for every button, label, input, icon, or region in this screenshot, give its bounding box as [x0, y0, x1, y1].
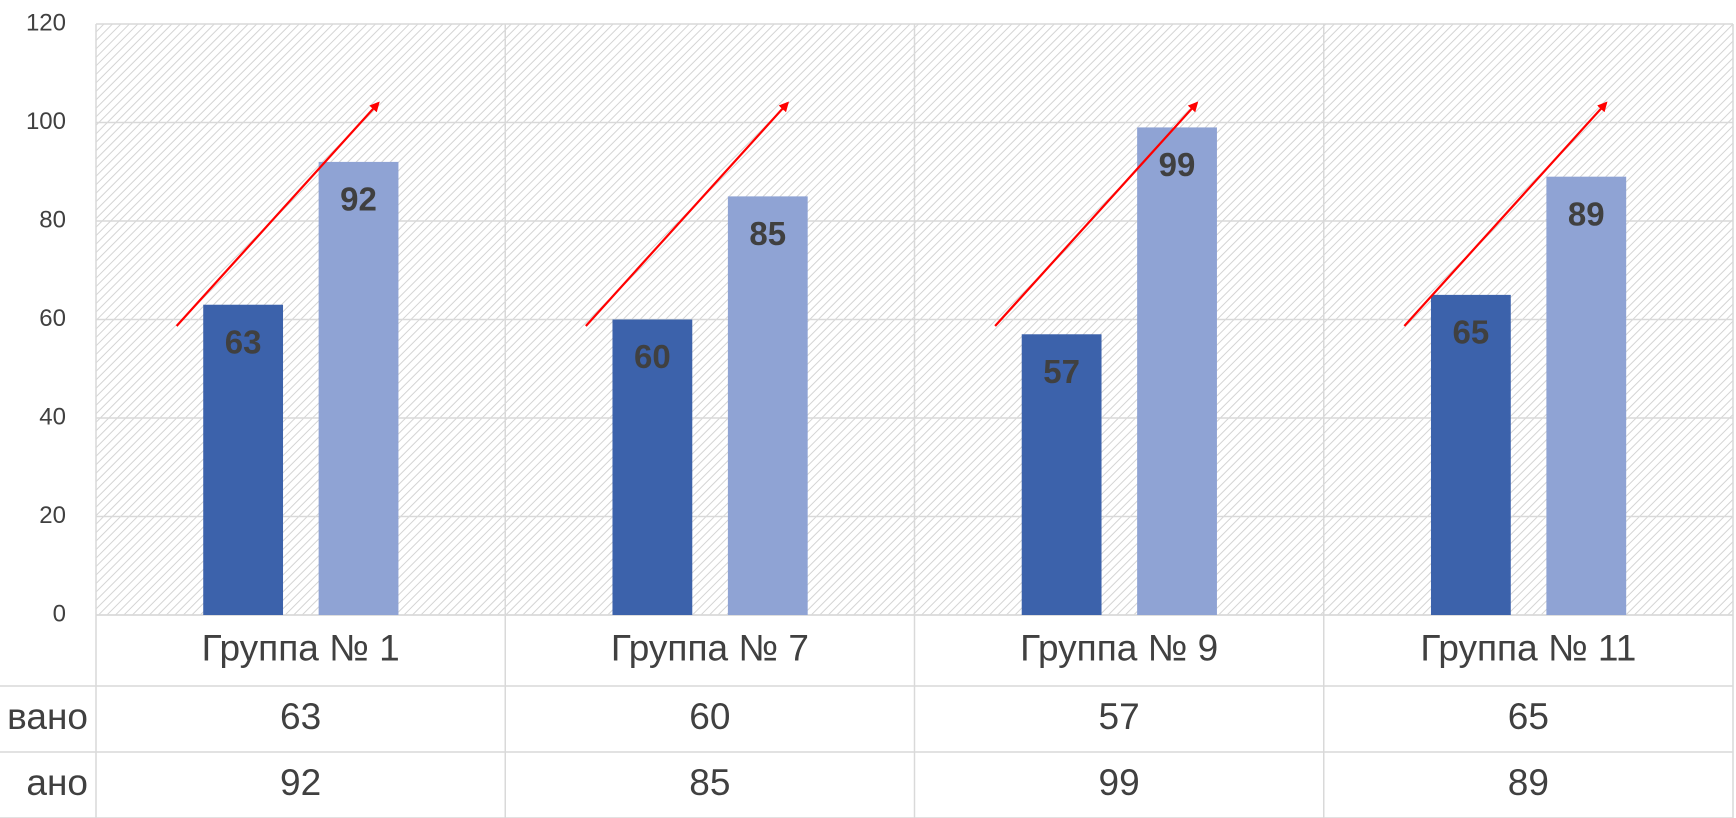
- y-tick-label: 80: [39, 206, 66, 233]
- table-value: 65: [1508, 696, 1549, 737]
- legend-label: ано: [26, 762, 88, 803]
- data-label: 63: [225, 323, 262, 360]
- data-label: 57: [1043, 353, 1080, 390]
- bar: [727, 196, 808, 615]
- table-value: 92: [280, 762, 321, 803]
- table-value: 57: [1099, 696, 1140, 737]
- x-tick-label: Группа № 1: [202, 627, 400, 668]
- y-tick-label: 60: [39, 305, 66, 332]
- y-tick-label: 40: [39, 403, 66, 430]
- trend-arrow: [175, 101, 380, 327]
- table-value: 85: [689, 762, 730, 803]
- bar: [1430, 294, 1511, 615]
- legend-label: вано: [7, 696, 88, 737]
- table-value: 63: [280, 696, 321, 737]
- data-label: 92: [340, 181, 377, 218]
- bar: [318, 161, 399, 615]
- y-tick-label: 20: [39, 502, 66, 529]
- trend-arrow: [585, 101, 789, 327]
- table-value: 89: [1508, 762, 1549, 803]
- data-label: 65: [1453, 314, 1490, 351]
- trend-arrow: [994, 101, 1199, 327]
- y-tick-label: 100: [26, 108, 66, 135]
- bar: [203, 304, 284, 615]
- data-label: 99: [1159, 146, 1196, 183]
- y-tick-label: 0: [53, 600, 66, 627]
- data-label: 85: [749, 215, 786, 252]
- table-value: 99: [1099, 762, 1140, 803]
- bar: [1137, 127, 1217, 616]
- bar: [612, 319, 693, 615]
- data-label: 60: [634, 338, 671, 375]
- x-tick-label: Группа № 7: [611, 627, 809, 668]
- x-tick-label: Группа № 11: [1420, 627, 1636, 668]
- data-label: 89: [1568, 195, 1605, 232]
- y-tick-label: 120: [26, 9, 66, 36]
- bar: [1546, 176, 1627, 616]
- trend-arrow: [1403, 101, 1608, 327]
- bar: [1021, 334, 1102, 615]
- table-value: 60: [689, 696, 730, 737]
- x-tick-label: Группа № 9: [1020, 627, 1218, 668]
